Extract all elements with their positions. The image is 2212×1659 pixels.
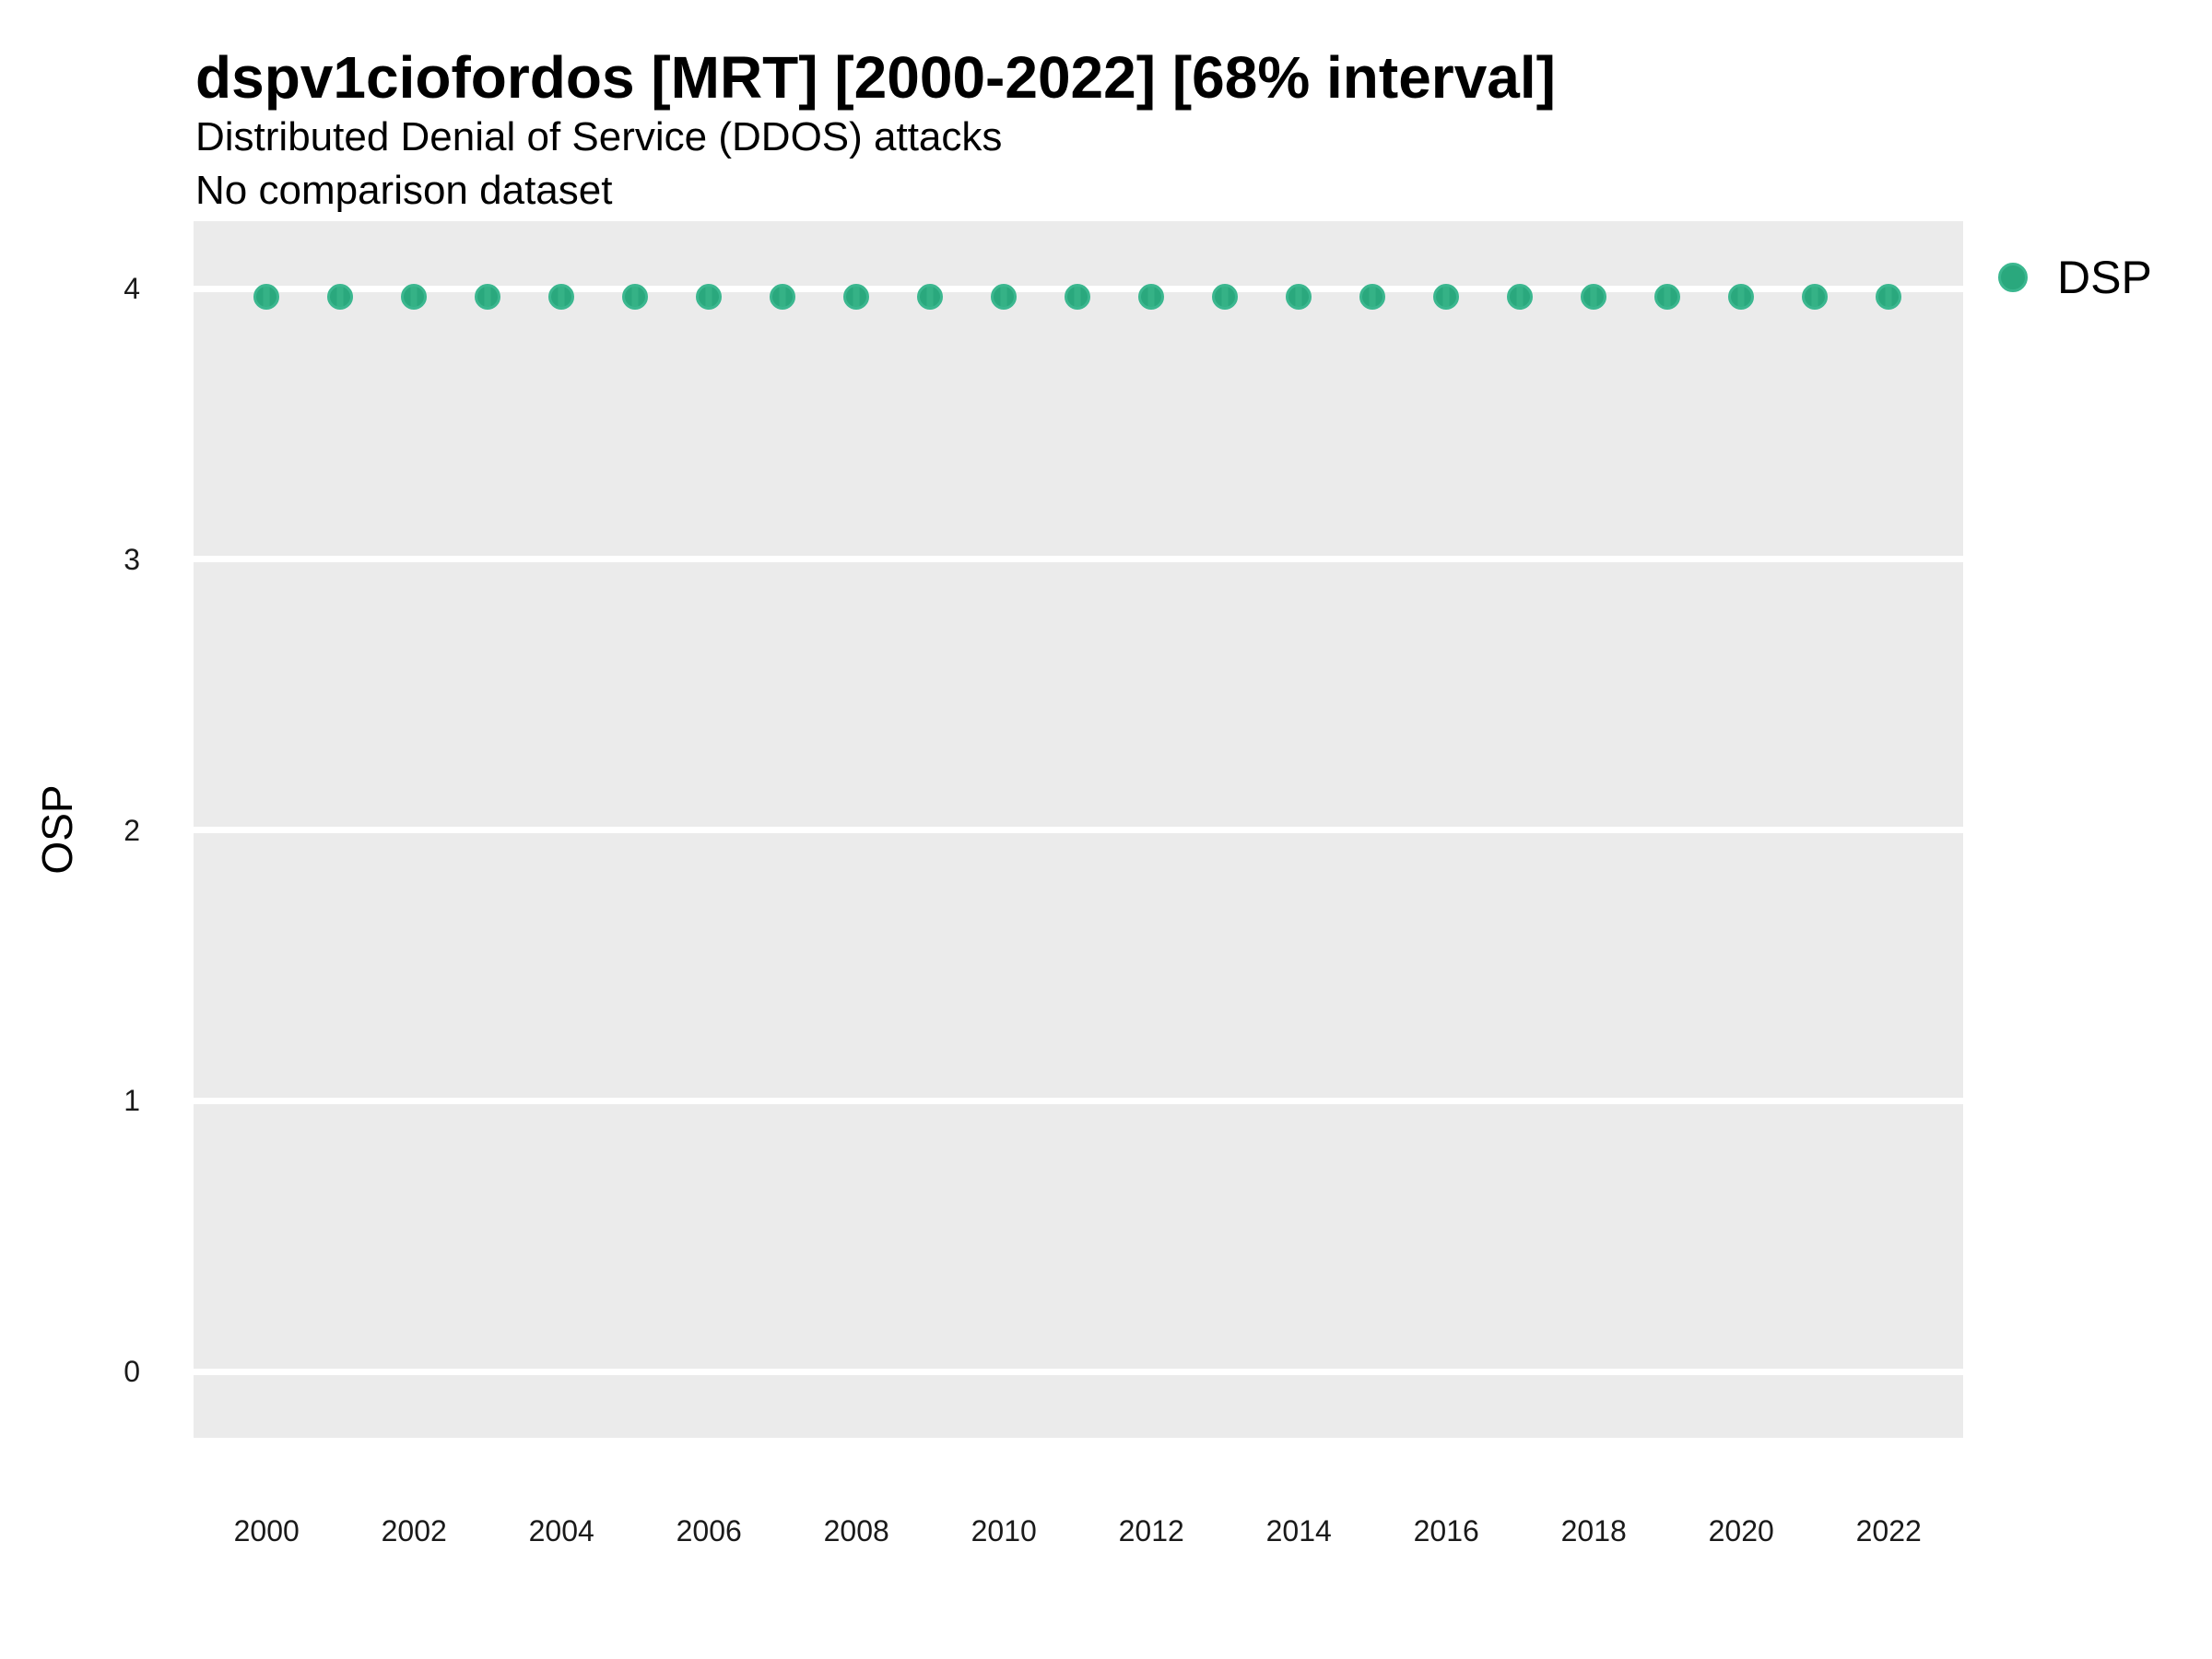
data-point-2012 <box>1138 283 1165 310</box>
data-point-2011 <box>1065 283 1091 310</box>
x-tick-label-2018: 2018 <box>1560 1514 1627 1547</box>
data-point-2014 <box>1286 283 1312 310</box>
data-point-2000 <box>253 283 280 310</box>
x-tick-label-2014: 2014 <box>1265 1514 1332 1547</box>
plot-panel <box>194 221 1963 1438</box>
x-tick-label-2008: 2008 <box>823 1514 889 1547</box>
x-tick-label-2002: 2002 <box>381 1514 447 1547</box>
chart-title: dspv1ciofordos [MRT] [2000-2022] [68% in… <box>195 44 1556 111</box>
gridline-y-0 <box>194 1368 1963 1375</box>
chart-subtitle: Distributed Denial of Service (DDOS) att… <box>195 114 1003 159</box>
gridline-y-1 <box>194 1097 1963 1104</box>
data-point-2001 <box>327 283 354 310</box>
data-point-2018 <box>1581 283 1607 310</box>
data-point-2016 <box>1433 283 1460 310</box>
y-tick-label-1: 1 <box>124 1084 140 1118</box>
data-point-2022 <box>1876 283 1902 310</box>
x-tick-label-2020: 2020 <box>1708 1514 1774 1547</box>
y-tick-label-4: 4 <box>124 272 140 306</box>
data-point-2015 <box>1359 283 1386 310</box>
x-tick-label-2004: 2004 <box>528 1514 594 1547</box>
data-point-2021 <box>1802 283 1829 310</box>
x-tick-label-2016: 2016 <box>1413 1514 1479 1547</box>
data-point-2010 <box>991 283 1018 310</box>
data-point-2005 <box>622 283 649 310</box>
x-tick-label-2012: 2012 <box>1118 1514 1184 1547</box>
data-point-2006 <box>696 283 723 310</box>
x-tick-label-2000: 2000 <box>233 1514 300 1547</box>
data-point-2003 <box>475 283 501 310</box>
x-tick-label-2010: 2010 <box>971 1514 1037 1547</box>
legend-marker-dot <box>1998 263 2028 292</box>
data-point-2009 <box>917 283 944 310</box>
y-tick-label-3: 3 <box>124 542 140 576</box>
gridline-y-3 <box>194 556 1963 563</box>
data-point-2007 <box>770 283 796 310</box>
y-tick-label-2: 2 <box>124 813 140 847</box>
y-tick-label-0: 0 <box>124 1355 140 1389</box>
data-point-2017 <box>1507 283 1534 310</box>
data-point-2019 <box>1654 283 1681 310</box>
gridline-y-2 <box>194 827 1963 834</box>
data-point-2020 <box>1728 283 1755 310</box>
data-point-2008 <box>843 283 870 310</box>
data-point-2013 <box>1212 283 1239 310</box>
x-tick-label-2022: 2022 <box>1855 1514 1922 1547</box>
data-point-2004 <box>548 283 575 310</box>
x-tick-label-2006: 2006 <box>676 1514 742 1547</box>
data-point-2002 <box>401 283 428 310</box>
legend-series-label: DSP <box>2057 252 2152 303</box>
chart-comparison-note: No comparison dataset <box>195 168 613 213</box>
